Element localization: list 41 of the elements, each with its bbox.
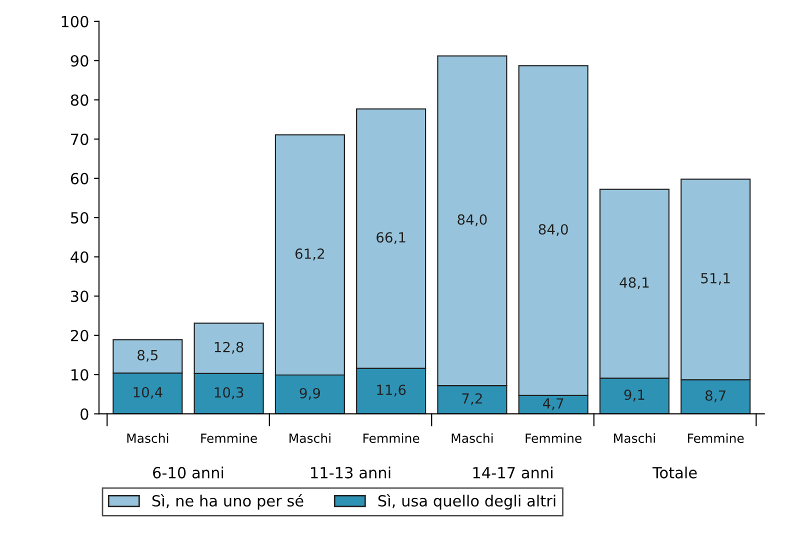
x-tick-label: Maschi (127, 433, 168, 443)
data-label: 8,7 (706, 390, 726, 402)
y-tick-label: 90 (70, 55, 88, 67)
text: Totale (652, 466, 697, 478)
x-tick-label: Femmine (688, 433, 744, 443)
data-label: 48,1 (620, 277, 649, 290)
text: 6-10 anni (153, 466, 224, 478)
x-tick-label: Maschi (614, 433, 655, 443)
y-tick-label: 60 (70, 172, 88, 184)
y-tick-label: 40 (70, 251, 88, 263)
y-tick-label: 100 (62, 16, 88, 28)
y-tick-label: 0 (80, 408, 88, 420)
y-tick-label: 50 (71, 212, 88, 224)
data-label: 10,4 (134, 386, 162, 399)
data-label: 84,0 (538, 224, 568, 236)
text: 11-13 anni (311, 466, 390, 478)
data-label: 12,8 (214, 342, 244, 354)
x-tick-label: Maschi (452, 433, 493, 443)
y-tick-label: 80 (70, 94, 88, 106)
data-label: 61,2 (295, 248, 324, 260)
y-tick-label: 30 (71, 290, 88, 302)
data-label: 84,0 (458, 214, 487, 226)
x-tick-label: Maschi (290, 433, 330, 443)
legend-label: Sì, ne ha uno per sé (152, 494, 304, 510)
x-tick-label: Femmine (526, 433, 582, 443)
data-label: 9,1 (624, 390, 644, 402)
data-label: 10,3 (214, 387, 244, 400)
data-label: 9,9 (300, 388, 320, 400)
y-tick-label: 20 (70, 330, 88, 342)
data-label: 4,7 (542, 398, 564, 410)
x-tick-label: Femmine (201, 433, 257, 443)
data-label: 7,2 (462, 393, 482, 406)
data-label: 51,1 (701, 273, 730, 285)
data-label: 8,5 (138, 350, 158, 362)
legend-label: Sì, usa quello degli altri (378, 494, 556, 510)
y-tick-label: 10 (72, 369, 88, 381)
data-label: 66,1 (376, 232, 406, 244)
text: 14-17 anni (473, 466, 552, 478)
data-label: 11,6 (377, 384, 406, 397)
x-tick-label: Femmine (363, 433, 420, 443)
y-tick-label: 70 (71, 134, 88, 146)
